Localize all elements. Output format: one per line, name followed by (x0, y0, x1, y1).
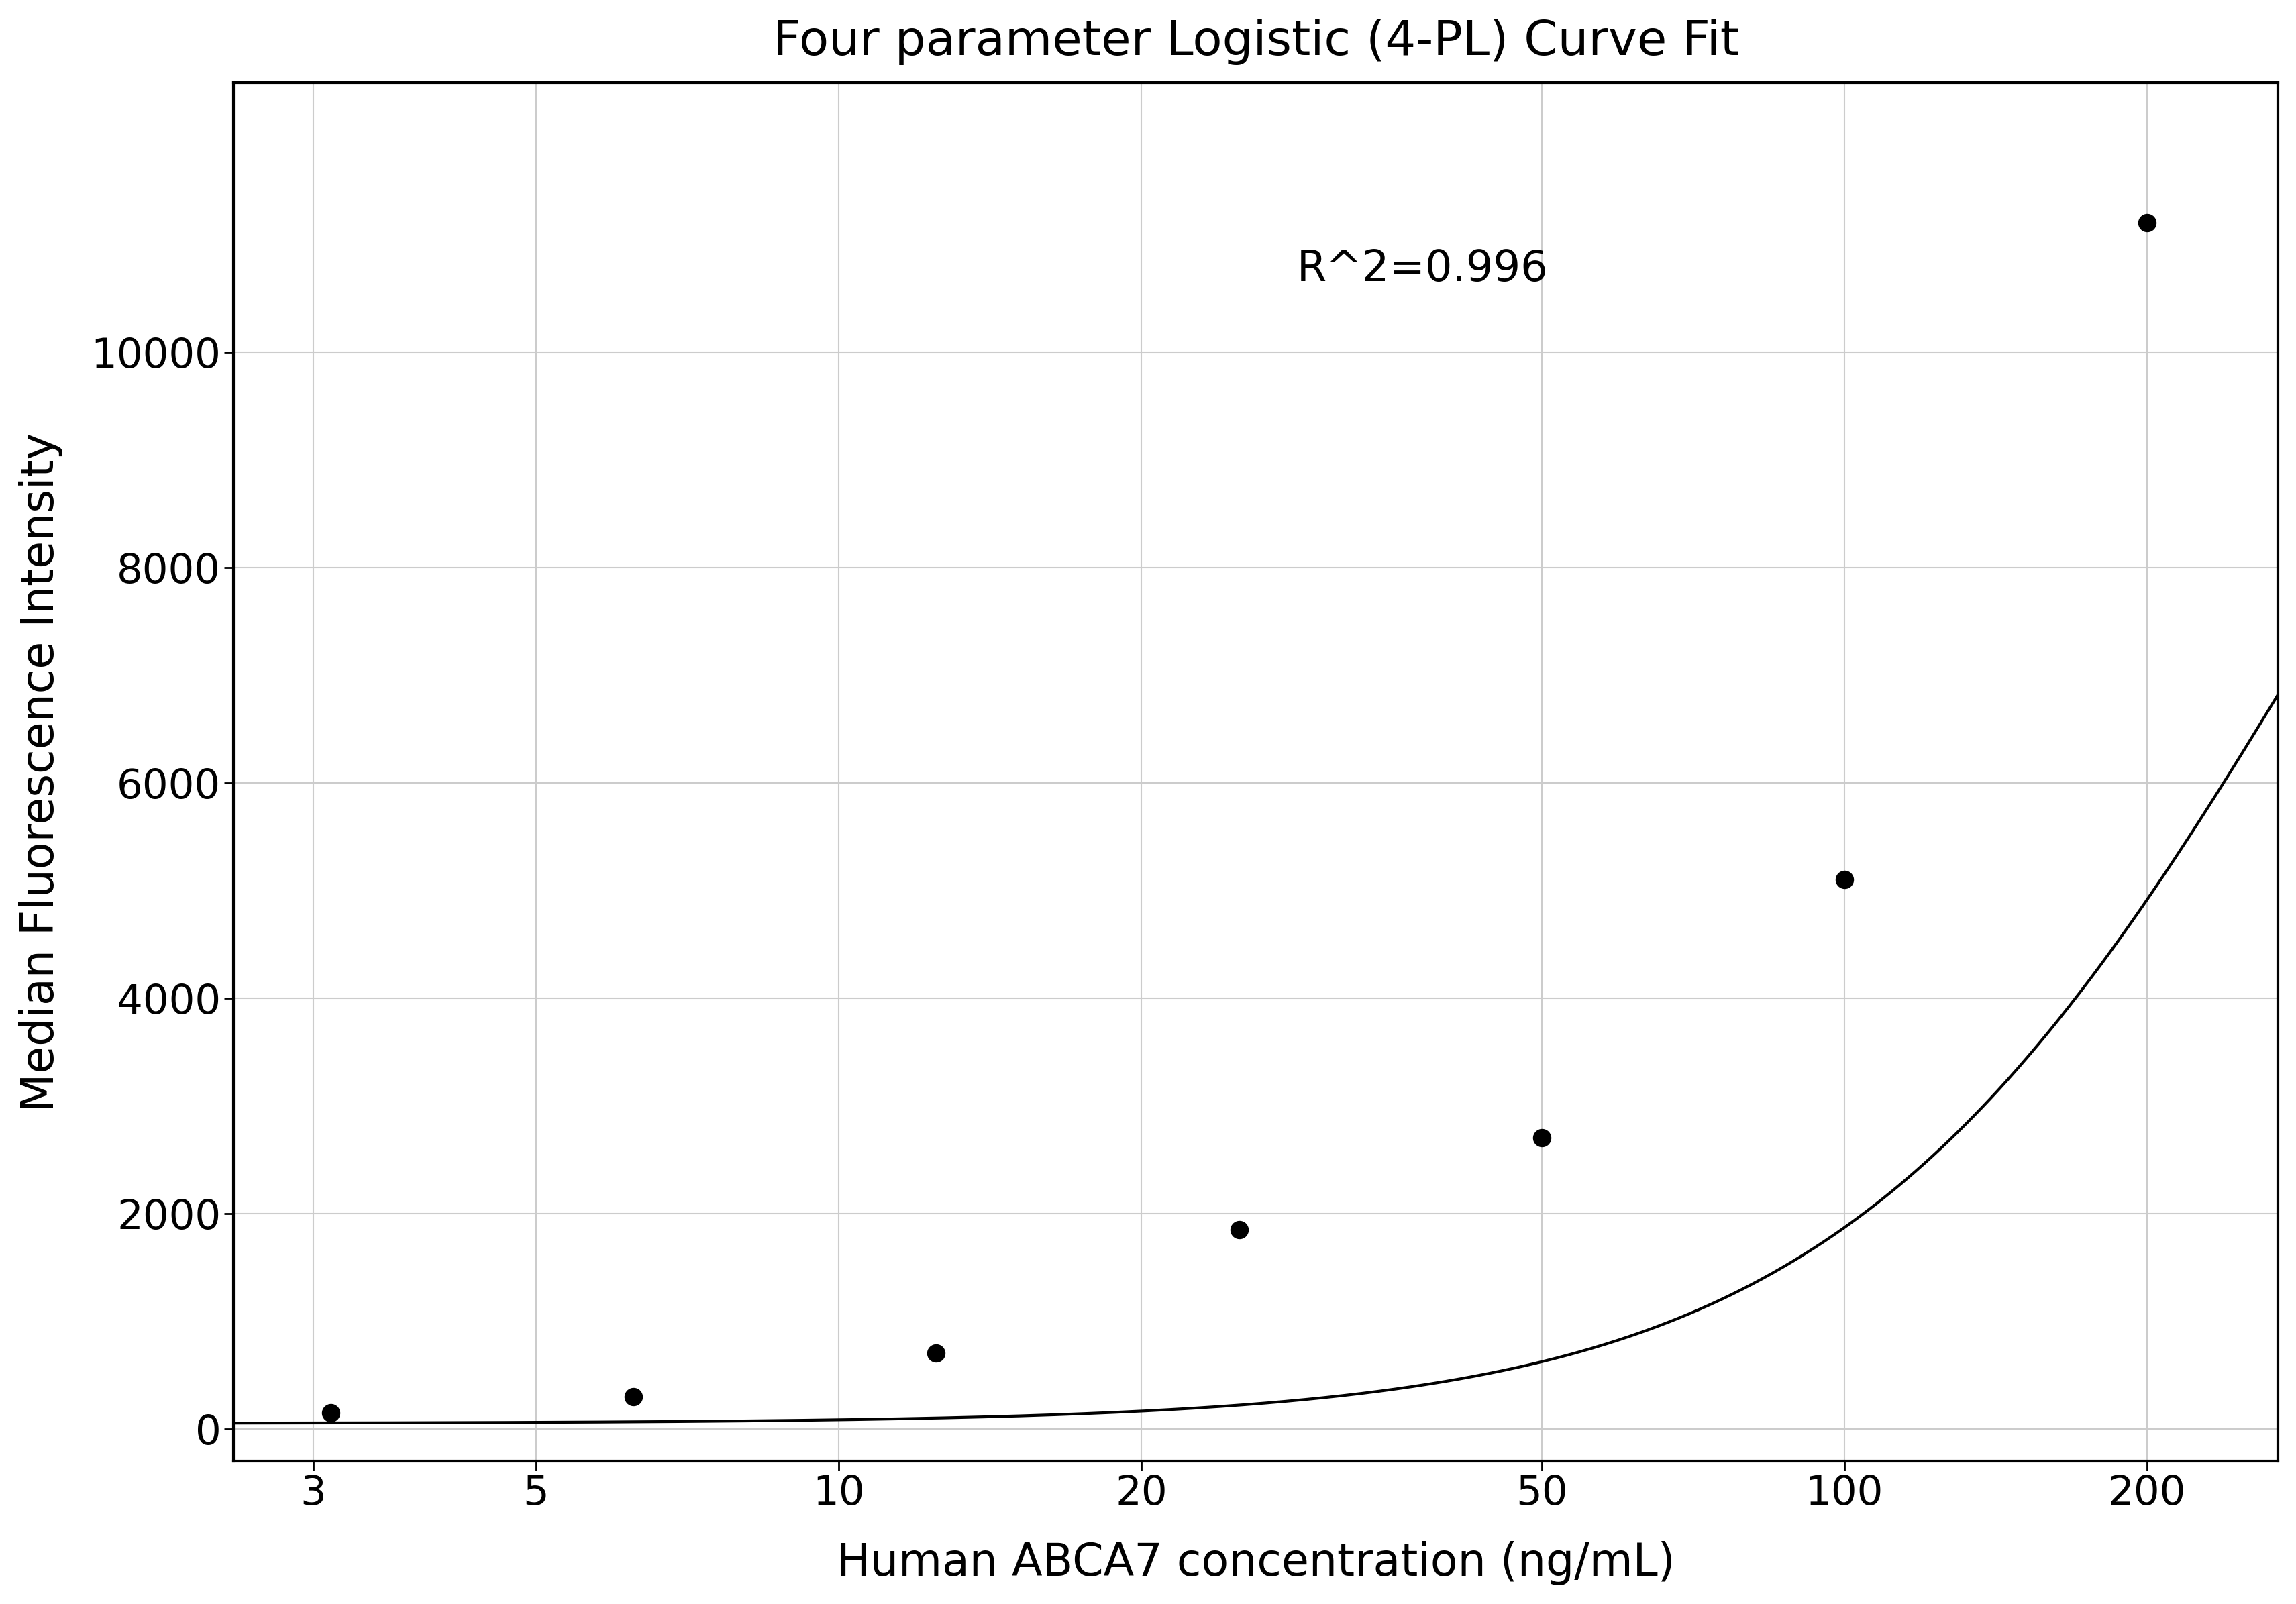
Point (1522, 1124, 1559, 1150)
Title: Four parameter Logistic (4-PL) Curve Fit: Four parameter Logistic (4-PL) Curve Fit (771, 19, 1738, 64)
Point (1219, 1217, 1256, 1243)
Point (1825, 866, 1862, 892)
Point (615, 1384, 652, 1410)
Point (312, 1400, 349, 1426)
X-axis label: Human ABCA7 concentration (ng/mL): Human ABCA7 concentration (ng/mL) (836, 1541, 1674, 1585)
Y-axis label: Median Fluorescence Intensity: Median Fluorescence Intensity (18, 433, 62, 1112)
Point (918, 1341, 955, 1367)
Point (2128, 210, 2165, 236)
Text: R^2=0.996: R^2=0.996 (1297, 249, 1548, 290)
